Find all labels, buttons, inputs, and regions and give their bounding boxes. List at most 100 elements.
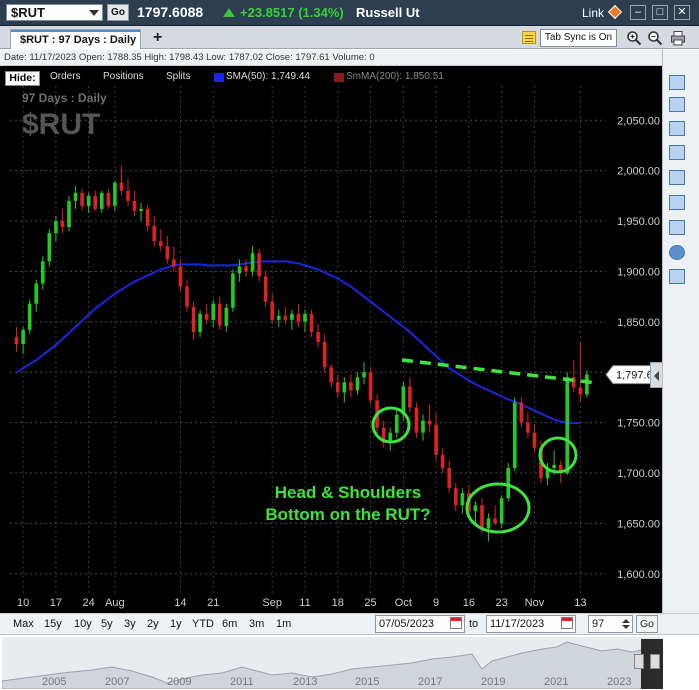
chevron-down-icon[interactable] [89,10,99,16]
period-2y[interactable]: 2y [147,618,159,630]
zoom-out-icon[interactable] [647,30,663,46]
candle[interactable] [571,360,576,393]
candle[interactable] [414,402,419,438]
candle[interactable] [250,246,255,277]
candle[interactable] [40,256,45,290]
period-ytd[interactable]: YTD [192,618,214,630]
candle[interactable] [322,333,327,373]
candle[interactable] [578,342,583,403]
candle[interactable] [545,462,550,486]
compare-icon[interactable] [669,145,685,160]
help-icon[interactable] [669,269,685,284]
candle[interactable] [14,326,19,353]
candle[interactable] [67,195,71,232]
spinner-icon[interactable] [622,618,630,630]
candle[interactable] [408,377,412,413]
candle[interactable] [224,303,229,332]
candle[interactable] [362,362,366,385]
start-date-input[interactable]: 07/05/2023 [375,615,465,633]
candle[interactable] [172,246,176,272]
candle[interactable] [139,202,143,222]
chart-type-icon[interactable] [669,121,685,136]
candle[interactable] [349,374,353,398]
candle[interactable] [126,178,130,206]
period-6m[interactable]: 6m [222,618,238,630]
candle[interactable] [80,188,84,211]
go-button[interactable]: Go [107,4,129,21]
candle[interactable] [499,495,504,529]
period-1m[interactable]: 1m [276,618,292,630]
price-chart[interactable]: 2,050.00 2,000.00 1,950.00 1,900.00 1,850.00… [0,66,662,613]
zoom-in-icon[interactable] [626,30,642,46]
candle[interactable] [145,204,150,232]
candle[interactable] [191,301,196,340]
candle[interactable] [290,309,294,330]
candle[interactable] [158,229,163,252]
sma50-swatch[interactable] [214,73,224,82]
candle[interactable] [447,460,452,494]
candle[interactable] [185,279,189,312]
candle[interactable] [342,377,347,403]
candle[interactable] [335,374,340,398]
go-range-button[interactable]: Go [636,615,658,633]
candle[interactable] [368,367,373,405]
candle[interactable] [355,372,360,395]
candle[interactable] [493,505,497,526]
layout-icon[interactable] [669,220,685,235]
candle[interactable] [73,185,78,209]
candle[interactable] [421,414,425,441]
tab-sync-button[interactable]: Tab Sync is On [540,29,617,47]
candle[interactable] [585,370,589,398]
navigator-left-handle[interactable] [634,654,644,669]
positions-toggle[interactable]: Positions [103,71,144,82]
sma200-swatch[interactable] [334,73,344,82]
note-icon[interactable] [522,31,536,44]
candle[interactable] [473,501,478,524]
candle[interactable] [263,271,268,307]
candle[interactable] [453,483,458,512]
candle[interactable] [217,296,222,330]
candle[interactable] [21,326,25,355]
period-max[interactable]: Max [13,618,34,630]
candle[interactable] [512,397,517,472]
candle[interactable] [526,412,530,438]
candle[interactable] [198,309,202,337]
studies-icon[interactable] [669,97,685,112]
template-icon[interactable] [669,195,685,210]
candle[interactable] [231,269,235,312]
calendar-icon[interactable] [561,617,573,629]
candle[interactable] [276,309,281,327]
collapse-panel-button[interactable] [650,362,662,388]
minimize-button[interactable]: – [630,5,646,20]
candle[interactable] [440,447,445,474]
hide-button[interactable]: Hide: [5,71,40,86]
candle[interactable] [381,420,386,448]
link-label[interactable]: Link [582,6,605,20]
period-3m[interactable]: 3m [249,618,265,630]
candle[interactable] [303,309,307,332]
link-color-icon[interactable] [607,4,623,20]
candle[interactable] [283,306,288,324]
candle[interactable] [165,236,170,264]
candle[interactable] [427,404,432,433]
maximize-button[interactable]: □ [652,5,668,20]
draw-tool-icon[interactable] [669,170,685,185]
candle[interactable] [388,427,393,451]
candle[interactable] [270,293,275,324]
symbol-input[interactable]: $RUT [6,4,103,21]
candle[interactable] [204,303,209,324]
calendar-icon[interactable] [450,617,462,629]
candle[interactable] [519,397,524,428]
candle[interactable] [486,513,491,542]
splits-toggle[interactable]: Splits [166,71,191,82]
candle[interactable] [27,299,32,334]
candle[interactable] [54,216,58,242]
candle[interactable] [394,410,399,438]
candle[interactable] [99,190,104,213]
candle[interactable] [152,216,157,247]
chart-settings-icon[interactable] [669,75,685,90]
chart-canvas[interactable]: 2,050.00 2,000.00 1,950.00 1,900.00 1,850.00… [0,66,662,613]
candle[interactable] [211,299,216,327]
candle[interactable] [93,190,98,211]
candle[interactable] [506,462,511,502]
